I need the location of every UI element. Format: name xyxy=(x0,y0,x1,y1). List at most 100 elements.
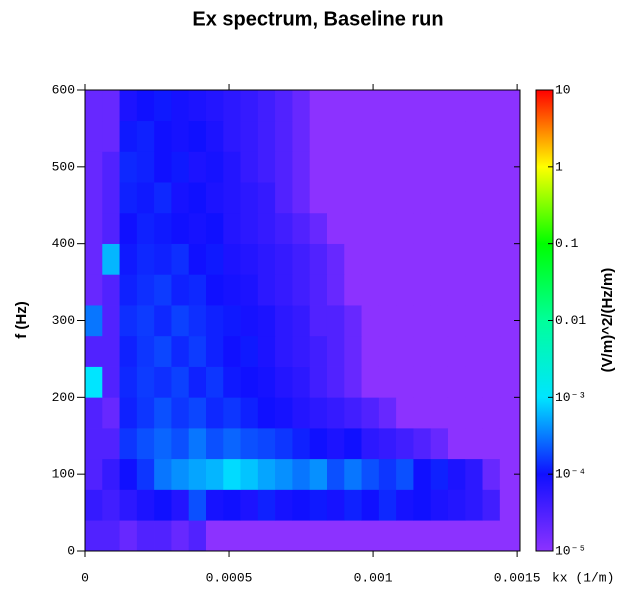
heatmap-cell xyxy=(465,305,483,337)
heatmap-cell xyxy=(499,90,518,122)
heatmap-cell xyxy=(465,182,483,214)
heatmap-cell xyxy=(499,397,518,429)
heatmap-cell xyxy=(482,305,501,337)
heatmap-cell xyxy=(430,274,449,306)
heatmap-cell xyxy=(465,90,483,122)
heatmap-cell xyxy=(396,243,414,275)
heatmap-cell xyxy=(344,151,362,183)
y-tick-label: 400 xyxy=(52,236,75,251)
heatmap-cell xyxy=(119,520,138,552)
heatmap-cell xyxy=(413,243,431,275)
heatmap-cell xyxy=(136,489,155,521)
heatmap-cell xyxy=(188,335,207,367)
heatmap-cell xyxy=(188,366,207,398)
heatmap-cell xyxy=(102,90,120,122)
heatmap-cell xyxy=(275,366,293,398)
heatmap-cell xyxy=(430,489,449,521)
heatmap-cell xyxy=(102,489,120,521)
heatmap-cell xyxy=(344,274,362,306)
heatmap-cell xyxy=(154,397,172,429)
heatmap-cell xyxy=(275,182,293,214)
heatmap-cell xyxy=(396,90,414,122)
heatmap-cell xyxy=(119,274,138,306)
heatmap-cell xyxy=(240,489,259,521)
x-tick-label: 0 xyxy=(81,570,89,585)
heatmap-cell xyxy=(344,90,362,122)
heatmap-cell xyxy=(119,212,138,244)
heatmap-cell xyxy=(257,274,276,306)
heatmap-cell xyxy=(309,520,328,552)
heatmap-cell xyxy=(275,212,293,244)
heatmap-cell xyxy=(499,182,518,214)
heatmap-cell xyxy=(482,151,501,183)
heatmap-cell xyxy=(240,151,259,183)
heatmap-cell xyxy=(465,120,483,152)
heatmap-cell xyxy=(447,335,466,367)
heatmap-cell xyxy=(171,90,190,122)
heatmap-cell xyxy=(223,274,241,306)
heatmap-cell xyxy=(85,520,103,552)
heatmap-cell xyxy=(292,274,311,306)
heatmap-cell xyxy=(482,428,501,460)
heatmap-cell xyxy=(326,397,345,429)
heatmap-cell xyxy=(188,428,207,460)
heatmap-cell xyxy=(102,305,120,337)
heatmap-cell xyxy=(396,366,414,398)
heatmap-cell xyxy=(413,120,431,152)
heatmap-cell xyxy=(223,182,241,214)
heatmap-cell xyxy=(240,520,259,552)
heatmap-cell xyxy=(465,397,483,429)
heatmap-cell xyxy=(240,366,259,398)
y-tick-label: 100 xyxy=(52,467,75,482)
heatmap-cell xyxy=(292,458,311,490)
heatmap-cell xyxy=(171,243,190,275)
heatmap-cell xyxy=(326,458,345,490)
heatmap-cell xyxy=(430,243,449,275)
heatmap-cell xyxy=(447,489,466,521)
heatmap-cell xyxy=(154,458,172,490)
heatmap-cell xyxy=(482,366,501,398)
heatmap-cell xyxy=(257,335,276,367)
heatmap-cell xyxy=(430,90,449,122)
heatmap-cell xyxy=(223,120,241,152)
heatmap-cell xyxy=(326,274,345,306)
heatmap-cell xyxy=(326,335,345,367)
heatmap-cell xyxy=(361,274,380,306)
heatmap-cell xyxy=(188,489,207,521)
heatmap-cell xyxy=(136,120,155,152)
heatmap-cell xyxy=(361,489,380,521)
heatmap-cell xyxy=(240,458,259,490)
heatmap-cell xyxy=(447,520,466,552)
heatmap-cell xyxy=(85,428,103,460)
heatmap-cell xyxy=(275,120,293,152)
y-tick-label: 0 xyxy=(67,543,75,558)
heatmap-cell xyxy=(171,520,190,552)
heatmap-cell xyxy=(154,428,172,460)
heatmap-cell xyxy=(344,243,362,275)
heatmap-cell xyxy=(396,151,414,183)
heatmap-cell xyxy=(378,120,397,152)
chart-title: Ex spectrum, Baseline run xyxy=(192,8,443,30)
heatmap-cell xyxy=(465,428,483,460)
x-tick-label: 0.0015 xyxy=(494,570,541,585)
heatmap-cell xyxy=(188,90,207,122)
heatmap-cell xyxy=(205,243,224,275)
heatmap-cell xyxy=(275,151,293,183)
heatmap-cell xyxy=(85,335,103,367)
heatmap-cell xyxy=(85,366,103,398)
heatmap-cell xyxy=(275,335,293,367)
heatmap-cell xyxy=(85,489,103,521)
heatmap-cell xyxy=(205,274,224,306)
heatmap-cell xyxy=(344,120,362,152)
heatmap-cell xyxy=(413,458,431,490)
colorbar-tick-label: 1 xyxy=(555,159,563,174)
heatmap-cell xyxy=(361,428,380,460)
heatmap-cell xyxy=(361,182,380,214)
heatmap-cell xyxy=(447,305,466,337)
heatmap-cell xyxy=(465,243,483,275)
heatmap-cell xyxy=(326,120,345,152)
heatmap-cell xyxy=(292,212,311,244)
heatmap-cell xyxy=(85,90,103,122)
heatmap-cell xyxy=(396,458,414,490)
heatmap-cell xyxy=(257,520,276,552)
